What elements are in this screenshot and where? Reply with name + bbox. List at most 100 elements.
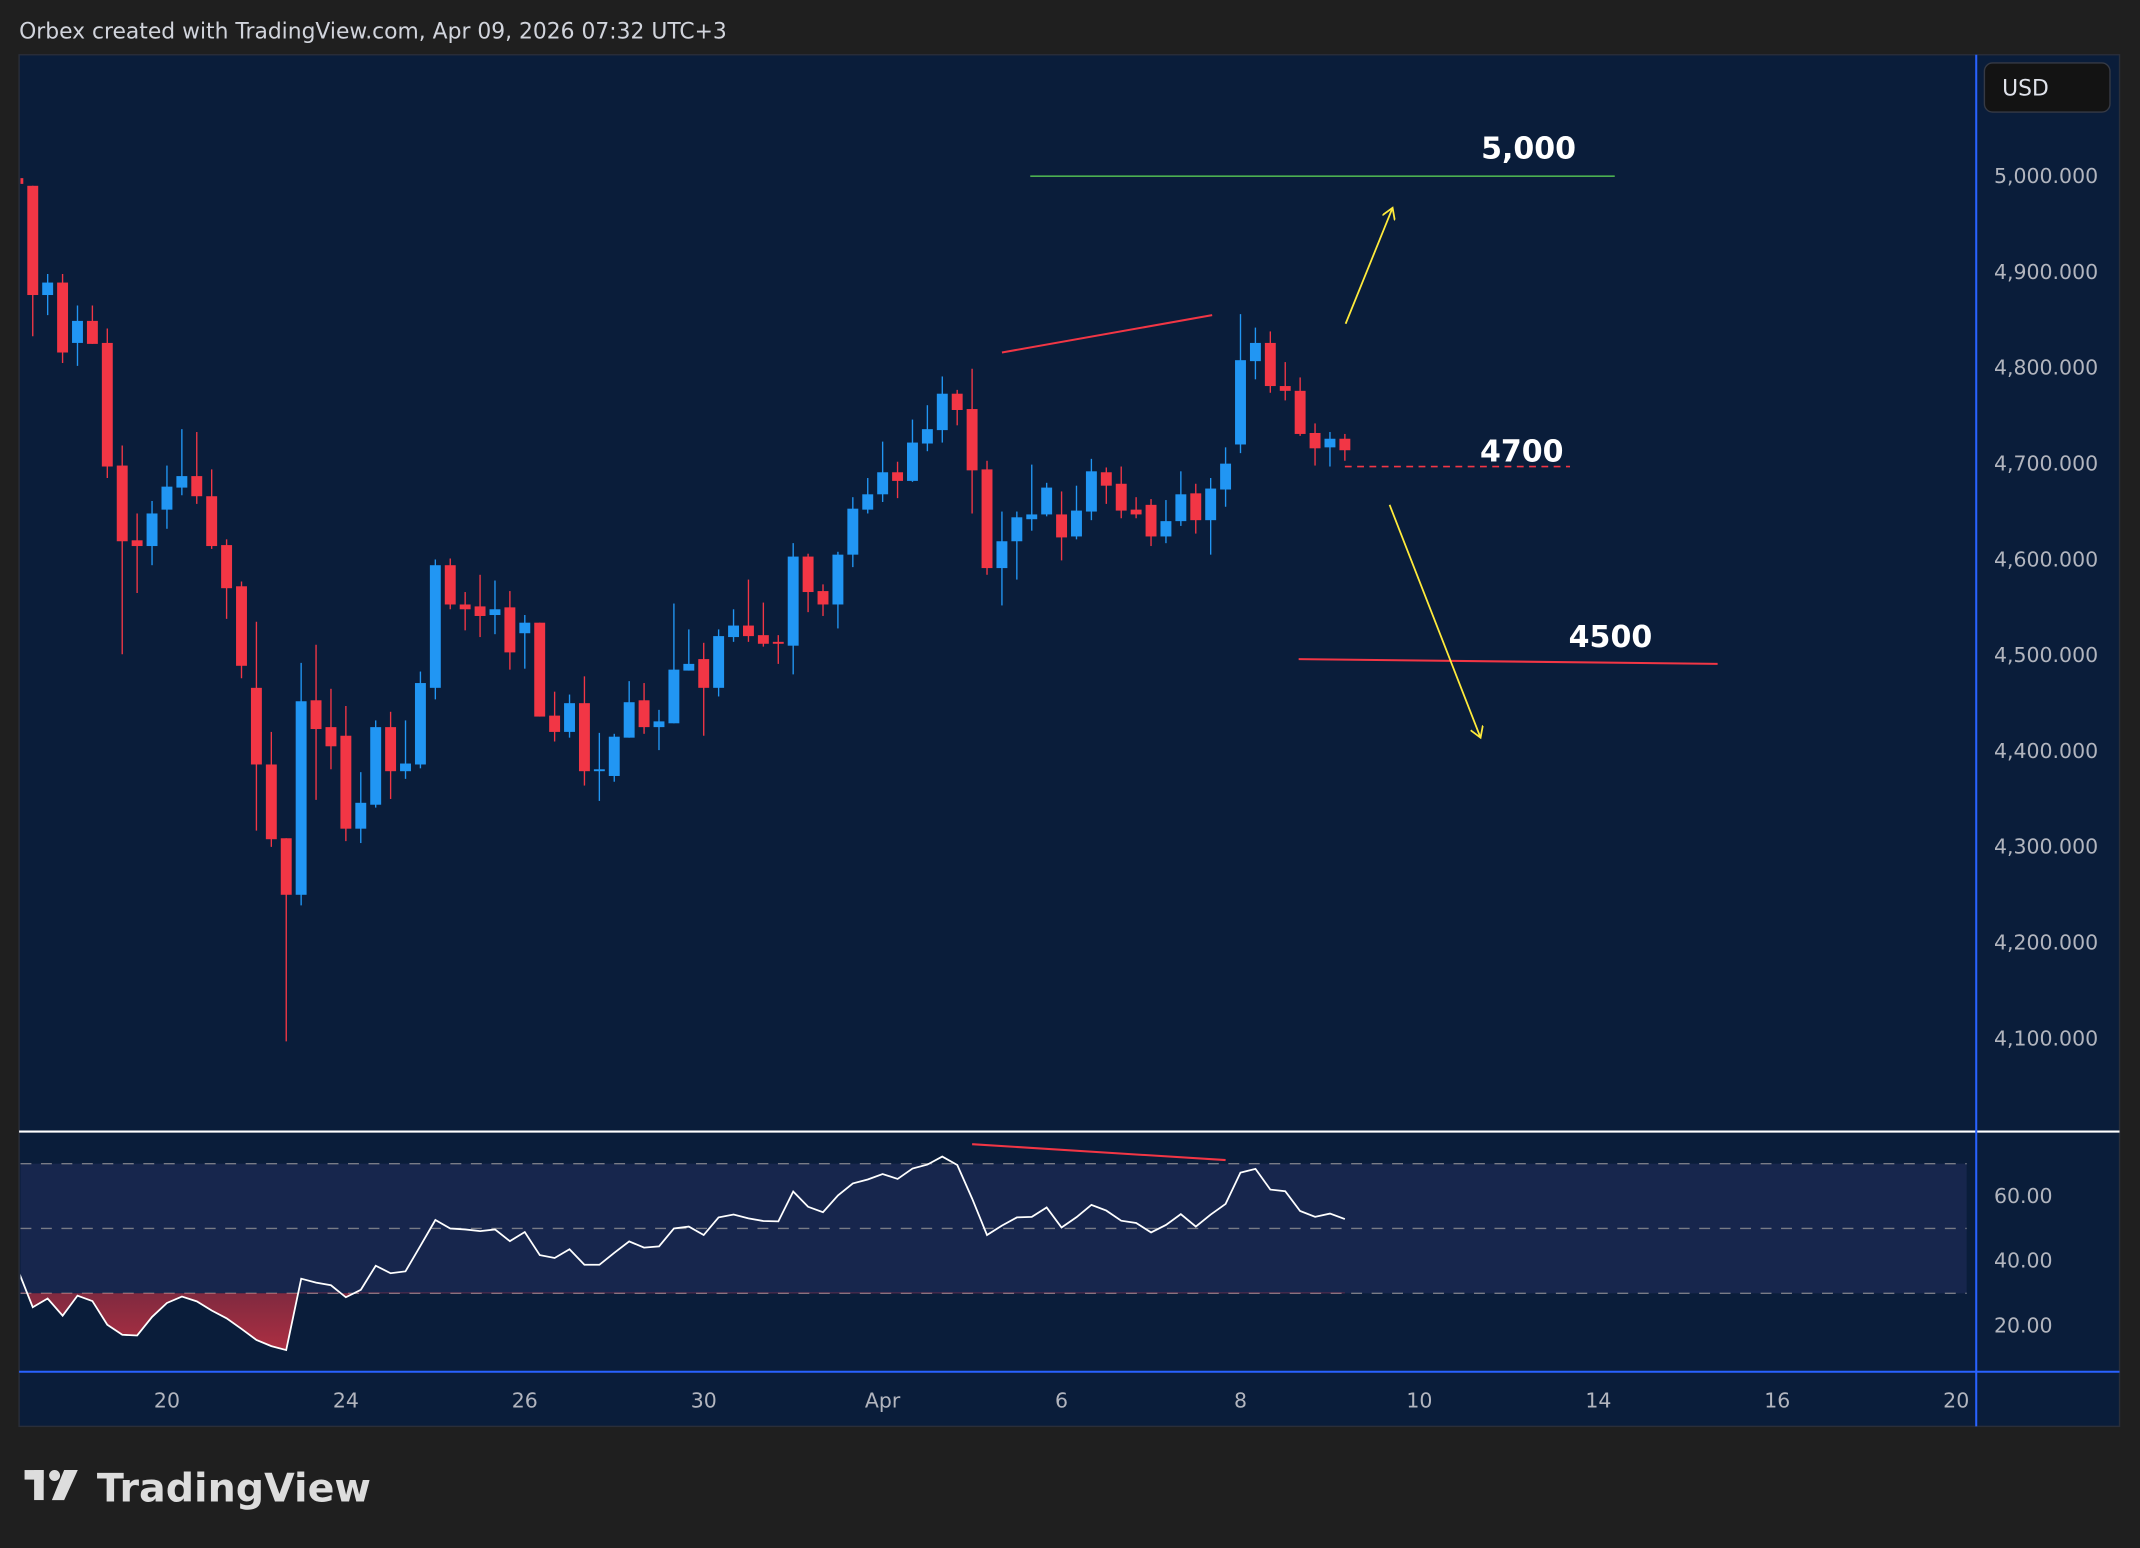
rsi-axis[interactable]: 20.00 40.00 60.00 [1994, 1184, 2053, 1338]
candle-up[interactable] [653, 709, 665, 751]
candle-up[interactable] [847, 497, 859, 568]
candle-up[interactable] [907, 419, 918, 482]
candle-up[interactable] [668, 603, 680, 724]
candle-down[interactable] [444, 558, 456, 610]
candle-down[interactable] [340, 706, 352, 842]
candle-up[interactable] [1249, 327, 1261, 380]
candle-up[interactable] [146, 501, 158, 566]
candle-up[interactable] [921, 405, 933, 452]
candle-down[interactable] [1190, 483, 1202, 534]
candle-down[interactable] [817, 584, 829, 616]
candle-down[interactable] [57, 273, 69, 364]
rsi-divergence-trendline[interactable] [972, 1143, 1226, 1162]
candle-up[interactable] [1026, 464, 1038, 531]
candle-up[interactable] [936, 376, 948, 443]
candle-down[interactable] [802, 553, 814, 613]
candle-up[interactable] [1160, 500, 1172, 544]
candle-up[interactable] [877, 441, 889, 502]
candle-down[interactable] [1115, 466, 1127, 519]
candle-up[interactable] [429, 559, 441, 700]
candle-down[interactable] [221, 539, 233, 619]
candle-up[interactable] [623, 681, 635, 738]
candle-down[interactable] [966, 368, 978, 514]
candle-down[interactable] [12, 174, 24, 187]
candle-down[interactable] [549, 691, 561, 742]
candle-down[interactable] [1279, 362, 1291, 401]
candle-up[interactable] [1071, 485, 1082, 540]
currency-button[interactable]: USD [1983, 62, 2111, 113]
candle-up[interactable] [1324, 432, 1336, 467]
candle-down[interactable] [1145, 499, 1157, 547]
candle-down[interactable] [772, 635, 784, 664]
candle-down[interactable] [1294, 377, 1306, 436]
candle-up[interactable] [489, 580, 501, 635]
candle-down[interactable] [191, 432, 203, 504]
candle-up[interactable] [832, 551, 844, 629]
candle-down[interactable] [250, 621, 262, 831]
candle-down[interactable] [206, 469, 218, 549]
divergence-trendline[interactable] [1001, 314, 1213, 354]
candle-down[interactable] [474, 574, 486, 638]
candle-down[interactable] [892, 461, 904, 499]
arrow-icon[interactable] [1388, 504, 1481, 738]
candle-down[interactable] [1100, 467, 1112, 504]
candle-up[interactable] [519, 615, 531, 669]
candle-up[interactable] [414, 671, 426, 769]
candle-up[interactable] [161, 465, 173, 529]
candle-down[interactable] [1309, 423, 1321, 466]
time-axis[interactable]: 20 24 26 30 Apr 6 8 10 14 16 20 [154, 1388, 1969, 1412]
candle-up[interactable] [728, 609, 740, 642]
candle-up[interactable] [862, 478, 874, 514]
candle-down[interactable] [280, 838, 292, 1042]
candle-down[interactable] [951, 389, 963, 426]
candle-up[interactable] [608, 733, 620, 782]
candle-up[interactable] [996, 511, 1008, 606]
price-axis[interactable]: 4,100.000 4,200.000 4,300.000 4,400.000 4,50… [1994, 164, 2098, 1050]
support-line[interactable] [1298, 658, 1718, 665]
candle-up[interactable] [564, 694, 575, 738]
candle-down[interactable] [698, 642, 710, 736]
candle-up[interactable] [42, 273, 54, 316]
candle-up[interactable] [1205, 478, 1217, 555]
candle-down[interactable] [459, 592, 471, 631]
candle-up[interactable] [1175, 471, 1187, 526]
candle-down[interactable] [86, 305, 98, 344]
candle-down[interactable] [236, 581, 247, 679]
candle-up[interactable] [72, 305, 83, 366]
candle-down[interactable] [101, 328, 113, 479]
candle-up[interactable] [683, 629, 695, 671]
candle-down[interactable] [981, 460, 993, 575]
candle-down[interactable] [385, 711, 397, 799]
candle-down[interactable] [757, 602, 769, 647]
candle-down[interactable] [310, 644, 322, 800]
candle-down[interactable] [131, 513, 143, 593]
candle-down[interactable] [1130, 497, 1142, 519]
candle-down[interactable] [1264, 331, 1276, 393]
candle-down[interactable] [534, 622, 546, 717]
candle-up[interactable] [1011, 511, 1023, 580]
candle-down[interactable] [116, 445, 128, 655]
candle-down[interactable] [325, 688, 337, 770]
candle-up[interactable] [1220, 447, 1232, 507]
price-pane[interactable]: 5,000 4700 4500 [12, 131, 1718, 1042]
candle-up[interactable] [713, 629, 725, 697]
candle-down[interactable] [1339, 433, 1351, 461]
rsi-line[interactable] [18, 1155, 1346, 1352]
candle-up[interactable] [787, 543, 799, 675]
candle-down[interactable] [27, 185, 39, 337]
candle-down[interactable] [742, 579, 754, 642]
candle-up[interactable] [593, 732, 605, 801]
rsi-pane[interactable] [18, 1143, 1967, 1352]
candle-down[interactable] [265, 731, 277, 847]
candle-up[interactable] [1235, 314, 1246, 454]
candle-down[interactable] [638, 683, 650, 734]
candle-down[interactable] [1056, 491, 1068, 561]
candle-up[interactable] [400, 720, 411, 779]
candle-down[interactable] [504, 591, 516, 670]
candle-up[interactable] [355, 772, 367, 844]
candle-up[interactable] [295, 662, 307, 906]
candle-up[interactable] [1085, 458, 1097, 521]
candle-down[interactable] [578, 676, 590, 786]
candle-up[interactable] [1041, 482, 1053, 517]
candle-up[interactable] [370, 720, 382, 808]
